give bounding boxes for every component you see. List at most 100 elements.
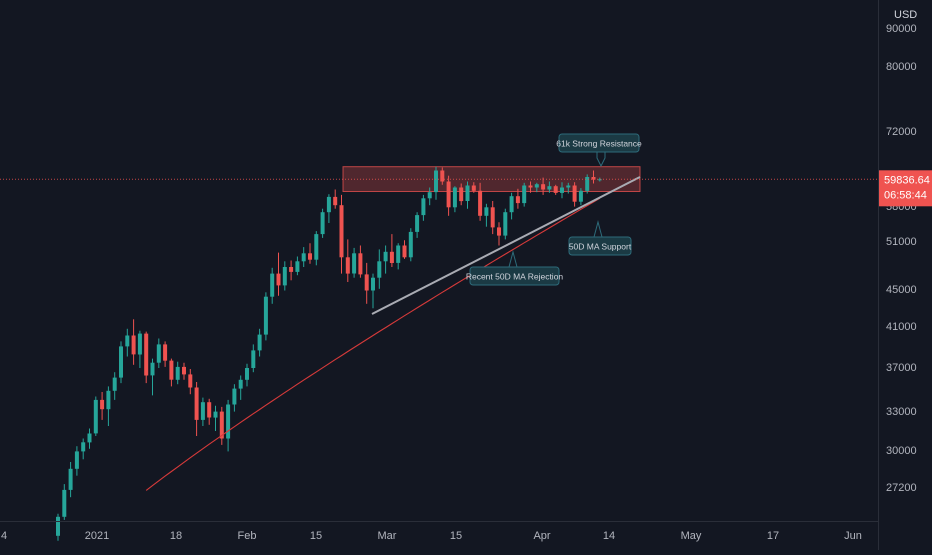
candle-body [113, 378, 117, 391]
time-tick-label: 15 [310, 530, 322, 542]
candle-body [308, 253, 312, 259]
price-tick-label: 41000 [886, 321, 917, 333]
time-tick-label: Mar [378, 530, 397, 542]
candle-body [151, 363, 155, 376]
candle-body [327, 197, 331, 212]
candle-body [409, 232, 413, 257]
time-tick-label: 2021 [85, 530, 109, 542]
candle-body [144, 334, 148, 376]
candle-body [535, 184, 539, 187]
candle-body [333, 197, 337, 205]
candle-body [377, 261, 381, 277]
time-tick-label: Apr [533, 530, 550, 542]
candle-body [94, 400, 98, 434]
time-tick-label: 14 [603, 530, 615, 542]
candle-body [358, 253, 362, 274]
candle-body [132, 336, 136, 355]
candle-body [554, 186, 558, 193]
candle-body [138, 334, 142, 355]
candle-body [598, 179, 602, 180]
candle-body [566, 186, 570, 188]
price-tick-label: 37000 [886, 362, 917, 374]
candle-body [258, 335, 262, 351]
callout-ma-support-text: 50D MA Support [569, 242, 632, 252]
candle-body [453, 188, 457, 208]
candle-body [283, 267, 287, 285]
candle-body [314, 234, 318, 260]
candle-body [100, 400, 104, 409]
candle-body [214, 412, 218, 418]
candle-body [176, 367, 180, 380]
candle-body [169, 361, 173, 380]
price-tick-label: 27200 [886, 482, 917, 494]
candle-body [573, 186, 577, 202]
candle-body [522, 186, 526, 204]
candle-body [472, 186, 476, 191]
candle-body [251, 350, 255, 368]
candle-body [390, 252, 394, 263]
candle-body [497, 227, 501, 235]
candle-body [270, 274, 274, 297]
price-tick-label: 30000 [886, 445, 917, 457]
currency-label: USD [894, 9, 917, 21]
price-tick-label: 33000 [886, 406, 917, 418]
candle-body [106, 391, 110, 409]
candle-body [516, 196, 520, 203]
candle-body [371, 278, 375, 291]
candle-body [440, 171, 444, 182]
candle-body [434, 171, 438, 193]
candle-body [466, 186, 470, 202]
time-tick-label: May [681, 530, 702, 542]
time-tick-label: Jun [844, 530, 862, 542]
candle-body [541, 184, 545, 189]
candle-body [201, 402, 205, 420]
candle-body [459, 188, 463, 202]
candle-body [478, 191, 482, 216]
candle-body [560, 188, 564, 193]
time-tick-label: Feb [238, 530, 257, 542]
price-tick-label: 80000 [886, 61, 917, 73]
candle-body [346, 257, 350, 273]
candle-body [125, 336, 129, 347]
time-tick-label: 17 [767, 530, 779, 542]
candle-body [484, 207, 488, 216]
candle-body [403, 246, 407, 258]
candle-body [510, 196, 514, 212]
candle-body [157, 344, 161, 362]
candle-body [547, 186, 551, 189]
last-price-value: 59836.64 [884, 174, 930, 186]
candle-body [62, 490, 66, 517]
candle-body [384, 252, 388, 261]
countdown-timer: 06:58:44 [884, 189, 927, 201]
candle-body [163, 344, 167, 360]
candle-body [182, 367, 186, 375]
candle-body [119, 346, 123, 377]
time-tick-label: 18 [170, 530, 182, 542]
candle-body [428, 192, 432, 198]
price-tick-label: 51000 [886, 236, 917, 248]
candle-body [195, 388, 199, 420]
candle-body [75, 451, 79, 468]
candle-body [503, 212, 507, 235]
candle-body [289, 267, 293, 272]
candle-body [232, 389, 236, 405]
candle-body [447, 182, 451, 208]
candle-body [188, 374, 192, 387]
time-tick-label: 4 [1, 530, 7, 542]
time-tick-label: 15 [450, 530, 462, 542]
candle-body [207, 402, 211, 417]
candle-body [81, 442, 85, 451]
candle-body [56, 517, 60, 536]
candle-body [295, 261, 299, 272]
candle-body [365, 274, 369, 290]
candle-body [277, 274, 281, 286]
candle-body [226, 405, 230, 439]
price-tick-label: 72000 [886, 126, 917, 138]
candle-body [491, 207, 495, 227]
candle-body [239, 380, 243, 389]
candle-body [264, 297, 268, 335]
candle-body [88, 434, 92, 443]
price-tick-label: 45000 [886, 284, 917, 296]
